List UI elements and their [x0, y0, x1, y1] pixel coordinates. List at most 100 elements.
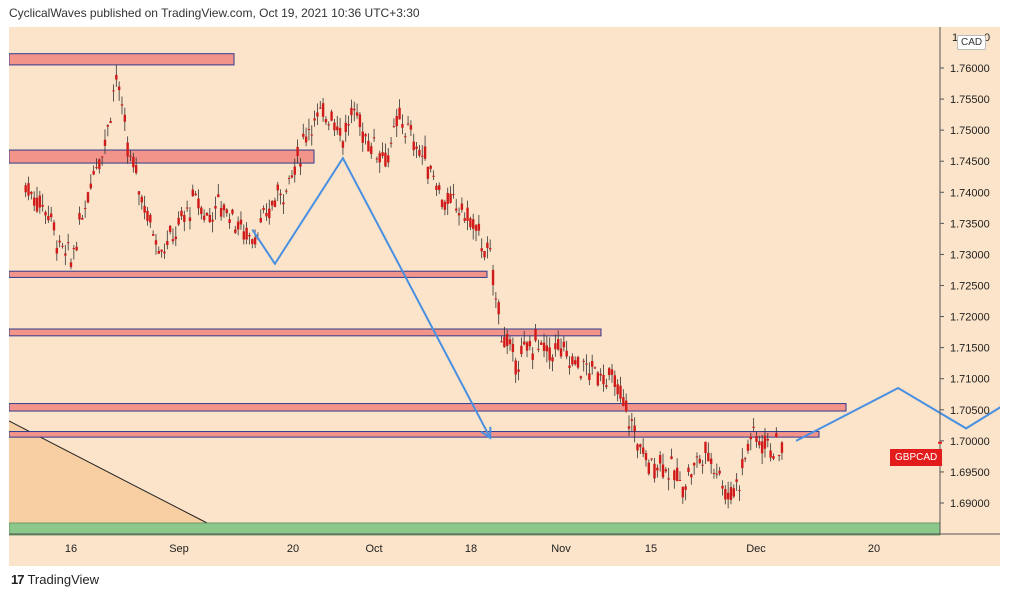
candle-body	[559, 348, 563, 357]
candle-body	[316, 112, 319, 117]
price-top-label-left: 1	[952, 32, 958, 44]
candle-body	[353, 108, 356, 111]
candle-body	[653, 463, 656, 479]
candle-body	[523, 341, 526, 345]
price-tick-label: 1.72000	[950, 312, 990, 324]
candle-body	[299, 163, 302, 167]
price-tick-label: 1.75000	[950, 125, 990, 137]
candle-body	[160, 249, 163, 252]
candle-body	[412, 141, 415, 151]
candle-body	[678, 479, 682, 481]
candle-body	[681, 486, 685, 498]
candle-body	[497, 302, 500, 315]
candle-body	[253, 237, 257, 245]
candle-body	[409, 125, 413, 130]
candle-body	[647, 462, 651, 474]
candle-body	[81, 217, 84, 220]
candle-body	[472, 219, 475, 229]
currency-badge: CAD	[957, 35, 987, 50]
candle-body	[52, 222, 56, 231]
candle-body	[302, 133, 305, 137]
candle-body	[636, 444, 639, 451]
candle-body	[707, 452, 710, 462]
candle-body	[389, 142, 393, 144]
candle-body	[639, 444, 642, 448]
candle-body	[528, 340, 532, 347]
candle-body	[712, 472, 716, 474]
candle-body	[741, 459, 744, 469]
zone-5	[9, 403, 847, 412]
tradingview-brand[interactable]: 17 TradingView	[11, 572, 99, 587]
candle-body	[106, 125, 110, 127]
candle-body	[514, 360, 517, 375]
candle-body	[327, 124, 330, 126]
price-tick-label: 1.71000	[950, 374, 990, 386]
candle-body	[463, 218, 466, 221]
price-tick-label: 1.69000	[950, 498, 990, 510]
candle-body	[239, 219, 243, 225]
zone-3	[9, 270, 488, 278]
candle-body	[151, 234, 155, 236]
candle-body	[338, 128, 342, 136]
candle-body	[132, 156, 135, 168]
candle-body	[324, 119, 328, 123]
candle-body	[491, 269, 495, 286]
price-tick-label: 1.72500	[950, 281, 990, 293]
candle-body	[763, 435, 767, 449]
candle-body	[568, 365, 571, 369]
candle-body	[605, 385, 608, 387]
candle-body	[777, 455, 781, 457]
candle-body	[551, 357, 554, 362]
candle-body	[517, 369, 520, 372]
candle-body	[290, 175, 294, 178]
candle-body	[140, 196, 144, 203]
candle-body	[596, 372, 600, 386]
candle-body	[191, 189, 194, 197]
candle-body	[285, 190, 288, 192]
candle-body	[123, 114, 127, 122]
projection-path-2	[795, 386, 1000, 442]
candle-body	[650, 458, 653, 460]
candle-body	[432, 175, 435, 177]
candle-body	[755, 435, 758, 442]
price-chart[interactable]: 1.76000 1.75500 1.75000 1.74500 1.74000 1.735…	[9, 27, 1000, 566]
candle-body	[313, 118, 316, 121]
candle-body	[607, 368, 611, 376]
candle-body	[38, 195, 42, 208]
candle-body	[378, 153, 381, 163]
candle-body	[641, 447, 645, 454]
candle-body	[236, 221, 240, 230]
candle-body	[367, 140, 370, 152]
candle-body	[387, 155, 390, 163]
candle-body	[157, 250, 161, 254]
candle-body	[760, 441, 764, 454]
price-tick-label: 1.70000	[950, 436, 990, 448]
candle-body	[426, 166, 430, 179]
candle-body	[554, 343, 557, 350]
candle-body	[177, 217, 180, 225]
candle-body	[273, 200, 277, 208]
candle-body	[483, 251, 486, 258]
candle-body	[115, 74, 118, 80]
candle-body	[24, 185, 27, 193]
candle-body	[610, 369, 614, 375]
zone-2	[9, 149, 315, 164]
candle-body	[692, 462, 696, 466]
candle-body	[27, 183, 30, 196]
time-tick-label: 15	[645, 543, 657, 555]
candle-body	[231, 209, 234, 214]
candle-body	[49, 213, 53, 218]
candle-body	[769, 450, 772, 458]
candle-body	[735, 479, 738, 482]
candle-body	[630, 419, 634, 421]
time-tick-label: Sep	[169, 543, 189, 555]
candle-body	[211, 219, 214, 222]
candle-body	[619, 385, 622, 399]
candle-body	[766, 438, 769, 441]
chart-frame[interactable]: 1.76000 1.75500 1.75000 1.74500 1.74000 1.735…	[9, 27, 1000, 566]
candle-body	[234, 229, 237, 233]
candle-body	[506, 333, 509, 346]
candle-body	[183, 215, 186, 222]
price-tick-label: 1.71500	[950, 343, 990, 355]
candle-body	[44, 212, 47, 216]
